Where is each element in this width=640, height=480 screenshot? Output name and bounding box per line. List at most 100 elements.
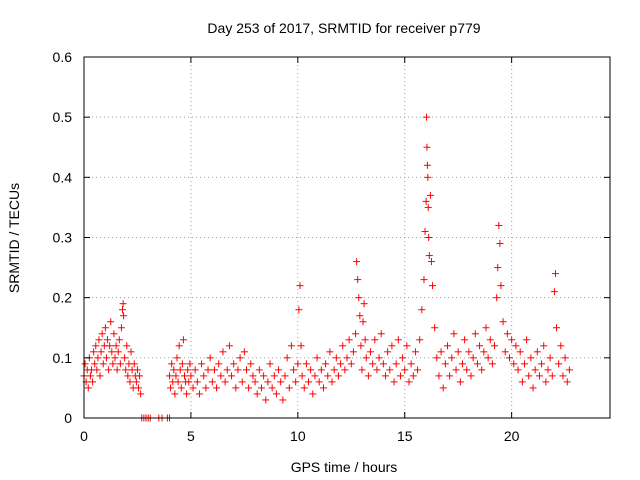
- data-point-plus-marker: [206, 354, 214, 362]
- data-point-plus-marker: [516, 348, 524, 356]
- data-point-plus-marker: [243, 366, 251, 374]
- data-point-plus-marker: [270, 372, 278, 380]
- data-point-plus-marker: [352, 330, 360, 338]
- data-point-plus-marker: [469, 354, 477, 362]
- chart-title: Day 253 of 2017, SRMTID for receiver p77…: [207, 20, 480, 36]
- data-point-plus-marker: [257, 384, 265, 392]
- data-point-plus-marker: [357, 342, 365, 350]
- data-point-plus-marker: [178, 360, 186, 368]
- data-point-plus-marker: [392, 360, 400, 368]
- x-tick-label: 5: [187, 428, 195, 444]
- data-point-plus-marker: [407, 360, 415, 368]
- data-point-plus-marker: [253, 390, 261, 398]
- data-point-plus-marker: [512, 342, 520, 350]
- data-point-plus-marker: [384, 348, 392, 356]
- data-point-plus-marker: [179, 336, 187, 344]
- data-point-plus-marker: [495, 221, 503, 229]
- data-point-plus-marker: [298, 372, 306, 380]
- data-point-plus-marker: [180, 372, 188, 380]
- data-point-plus-marker: [355, 294, 363, 302]
- data-point-plus-marker: [518, 378, 526, 386]
- data-point-plus-marker: [174, 378, 182, 386]
- data-point-plus-marker: [94, 354, 102, 362]
- data-point-plus-marker: [491, 342, 499, 350]
- data-point-plus-marker: [520, 360, 528, 368]
- data-point-plus-marker: [367, 348, 375, 356]
- data-point-plus-marker: [309, 390, 317, 398]
- data-point-plus-marker: [210, 366, 218, 374]
- data-point-plus-marker: [108, 348, 116, 356]
- data-point-plus-marker: [110, 330, 118, 338]
- data-point-plus-marker: [422, 197, 430, 205]
- x-tick-labels: 0 5 10 15 20: [80, 428, 520, 444]
- data-point-plus-marker: [281, 372, 289, 380]
- data-point-plus-marker: [262, 396, 270, 404]
- data-point-plus-marker: [531, 366, 539, 374]
- y-tick-label: 0.2: [53, 290, 73, 306]
- data-point-plus-marker: [441, 360, 449, 368]
- data-point-plus-marker: [437, 348, 445, 356]
- data-point-plus-marker: [275, 366, 283, 374]
- data-point-plus-marker: [86, 372, 94, 380]
- data-point-plus-marker: [424, 173, 432, 181]
- data-point-plus-marker: [358, 366, 366, 374]
- data-point-plus-marker: [456, 378, 464, 386]
- x-axis-label: GPS time / hours: [291, 459, 398, 475]
- y-tick-label: 0.3: [53, 230, 73, 246]
- data-point-plus-marker: [223, 366, 231, 374]
- data-point-plus-marker: [322, 360, 330, 368]
- data-point-plus-marker: [264, 378, 272, 386]
- data-point-plus-marker: [107, 318, 115, 326]
- x-tick-label: 0: [80, 428, 88, 444]
- data-point-plus-marker: [482, 324, 490, 332]
- data-point-plus-marker: [114, 348, 122, 356]
- data-point-plus-marker: [251, 378, 259, 386]
- data-point-plus-marker: [535, 372, 543, 380]
- data-point-plus-marker: [328, 378, 336, 386]
- data-point-plus-marker: [388, 342, 396, 350]
- data-point-plus-marker: [416, 336, 424, 344]
- x-tick-label: 15: [397, 428, 413, 444]
- data-point-plus-marker: [255, 366, 263, 374]
- data-point-plus-marker: [565, 366, 573, 374]
- data-point-plus-marker: [238, 378, 246, 386]
- y-tick-label: 0.4: [53, 169, 73, 185]
- data-point-plus-marker: [546, 354, 554, 362]
- data-point-plus-marker: [423, 113, 431, 121]
- plot-frame: [83, 56, 611, 419]
- data-point-plus-marker: [193, 378, 201, 386]
- data-point-plus-marker: [92, 342, 100, 350]
- data-point-plus-marker: [501, 348, 509, 356]
- y-tick-label: 0.5: [53, 109, 73, 125]
- data-point-plus-marker: [341, 366, 349, 374]
- data-point-plus-marker: [423, 143, 431, 151]
- data-point-plus-marker: [373, 366, 381, 374]
- data-point-plus-marker: [230, 360, 238, 368]
- data-point-plus-marker: [305, 378, 313, 386]
- data-point-plus-marker: [290, 366, 298, 374]
- data-point-plus-marker: [213, 384, 221, 392]
- data-point-plus-marker: [84, 384, 92, 392]
- data-point-plus-marker: [247, 360, 255, 368]
- data-point-plus-marker: [186, 360, 194, 368]
- data-point-plus-marker: [533, 348, 541, 356]
- data-point-plus-marker: [463, 366, 471, 374]
- data-point-plus-marker: [425, 234, 433, 241]
- data-point-plus-marker: [118, 306, 126, 314]
- data-point-plus-marker: [283, 354, 291, 362]
- data-point-plus-marker: [124, 372, 132, 380]
- data-point-plus-marker: [236, 354, 244, 362]
- data-point-plus-marker: [538, 360, 546, 368]
- data-point-plus-marker: [409, 372, 417, 380]
- data-point-plus-marker: [130, 360, 138, 368]
- data-point-plus-marker: [89, 378, 97, 386]
- data-point-plus-marker: [132, 378, 140, 386]
- data-point-plus-marker: [439, 384, 447, 392]
- data-point-plus-marker: [561, 354, 569, 362]
- data-point-plus-marker: [221, 378, 229, 386]
- data-point-plus-marker: [471, 330, 479, 338]
- data-point-plus-marker: [198, 360, 206, 368]
- data-point-plus-marker: [353, 258, 361, 266]
- data-point-plus-marker: [302, 360, 310, 368]
